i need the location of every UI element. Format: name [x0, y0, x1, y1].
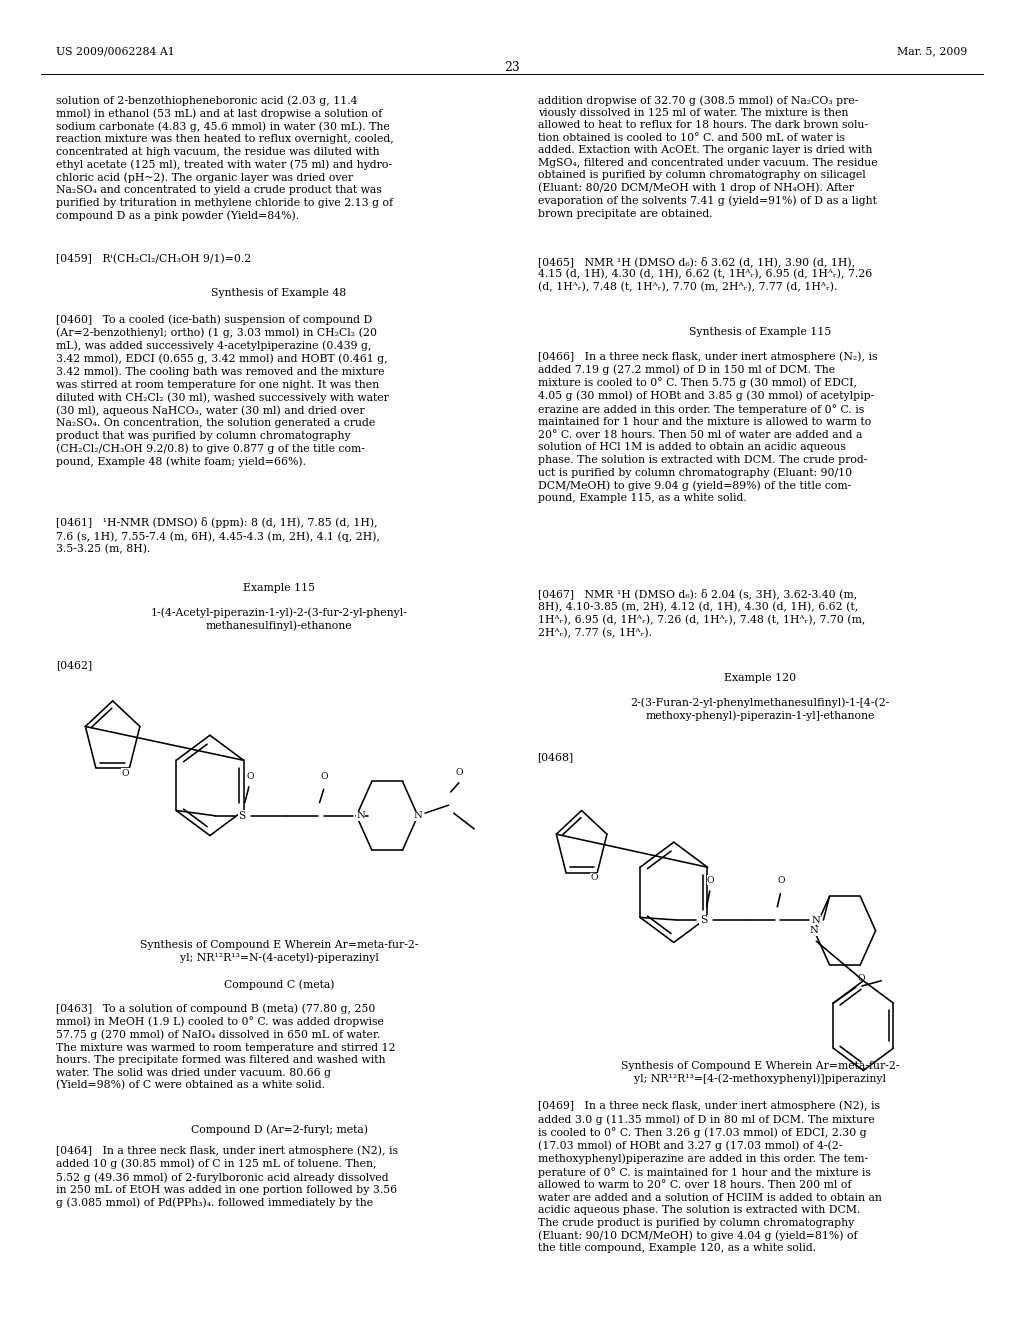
Text: US 2009/0062284 A1: US 2009/0062284 A1: [56, 46, 175, 57]
Text: O: O: [321, 772, 329, 780]
Text: [0460]   To a cooled (ice-bath) suspension of compound D
(Ar=2-benzothienyl; ort: [0460] To a cooled (ice-bath) suspension…: [56, 314, 389, 467]
Text: [0462]: [0462]: [56, 660, 92, 671]
Text: O: O: [858, 974, 865, 983]
Text: Synthesis of Example 48: Synthesis of Example 48: [211, 288, 347, 298]
Text: Example 115: Example 115: [243, 583, 315, 594]
Text: O: O: [455, 768, 463, 776]
Text: O: O: [777, 876, 785, 884]
Text: N: N: [356, 812, 365, 820]
Text: N: N: [810, 927, 818, 935]
Text: [0467]   NMR ¹H (DMSO d₆): δ 2.04 (s, 3H), 3.62-3.40 (m,
8H), 4.10-3.85 (m, 2H),: [0467] NMR ¹H (DMSO d₆): δ 2.04 (s, 3H),…: [538, 589, 865, 638]
Text: Synthesis of Compound E Wherein Ar=meta-fur-2-
yl; NR¹²R¹³=N-(4-acetyl)-piperazi: Synthesis of Compound E Wherein Ar=meta-…: [140, 940, 418, 964]
Text: [0466]   In a three neck flask, under inert atmosphere (N₂), is
added 7.19 g (27: [0466] In a three neck flask, under iner…: [538, 351, 878, 503]
Text: [0465]   NMR ¹H (DMSO d₆): δ 3.62 (d, 1H), 3.90 (d, 1H),
4.15 (d, 1H), 4.30 (d, : [0465] NMR ¹H (DMSO d₆): δ 3.62 (d, 1H),…: [538, 256, 871, 293]
Text: 2-(3-Furan-2-yl-phenylmethanesulfinyl)-1-[4-(2-
methoxy-phenyl)-piperazin-1-yl]-: 2-(3-Furan-2-yl-phenylmethanesulfinyl)-1…: [631, 697, 890, 721]
Text: 1-(4-Acetyl-piperazin-1-yl)-2-(3-fur-2-yl-phenyl-
methanesulfinyl)-ethanone: 1-(4-Acetyl-piperazin-1-yl)-2-(3-fur-2-y…: [151, 607, 408, 631]
Text: [0459]   Rⁱ(CH₂Cl₂/CH₃OH 9/1)=0.2: [0459] Rⁱ(CH₂Cl₂/CH₃OH 9/1)=0.2: [56, 253, 252, 264]
Text: O: O: [122, 768, 129, 777]
Text: addition dropwise of 32.70 g (308.5 mmol) of Na₂CO₃ pre-
viously dissolved in 12: addition dropwise of 32.70 g (308.5 mmol…: [538, 95, 878, 219]
Text: [0464]   In a three neck flask, under inert atmosphere (N2), is
added 10 g (30.8: [0464] In a three neck flask, under iner…: [56, 1146, 398, 1208]
Text: O: O: [707, 876, 715, 884]
Text: S: S: [700, 915, 708, 925]
Text: Synthesis of Compound E Wherein Ar=meta-fur-2-
yl; NR¹²R¹³=[4-(2-methoxyphenyl)]: Synthesis of Compound E Wherein Ar=meta-…: [622, 1061, 899, 1085]
Text: N: N: [414, 812, 422, 820]
Text: Mar. 5, 2009: Mar. 5, 2009: [897, 46, 968, 57]
Text: S: S: [239, 810, 246, 821]
Text: [0461]   ¹H-NMR (DMSO) δ (ppm): 8 (d, 1H), 7.85 (d, 1H),
7.6 (s, 1H), 7.55-7.4 (: [0461] ¹H-NMR (DMSO) δ (ppm): 8 (d, 1H),…: [56, 517, 380, 554]
Text: [0469]   In a three neck flask, under inert atmosphere (N2), is
added 3.0 g (11.: [0469] In a three neck flask, under iner…: [538, 1101, 882, 1253]
Text: Synthesis of Example 115: Synthesis of Example 115: [689, 327, 831, 338]
Text: Compound C (meta): Compound C (meta): [224, 979, 334, 990]
Text: [0463]   To a solution of compound B (meta) (77.80 g, 250
mmol) in MeOH (1.9 L) : [0463] To a solution of compound B (meta…: [56, 1003, 396, 1090]
Text: [0468]: [0468]: [538, 752, 573, 763]
Text: O: O: [591, 874, 598, 882]
Text: solution of 2-benzothiopheneboronic acid (2.03 g, 11.4
mmol) in ethanol (53 mL) : solution of 2-benzothiopheneboronic acid…: [56, 95, 394, 220]
Text: Example 120: Example 120: [724, 673, 797, 684]
Text: 23: 23: [504, 61, 520, 74]
Text: N: N: [812, 916, 820, 924]
Text: Compound D (Ar=2-furyl; meta): Compound D (Ar=2-furyl; meta): [190, 1125, 368, 1135]
Text: O: O: [246, 772, 254, 780]
